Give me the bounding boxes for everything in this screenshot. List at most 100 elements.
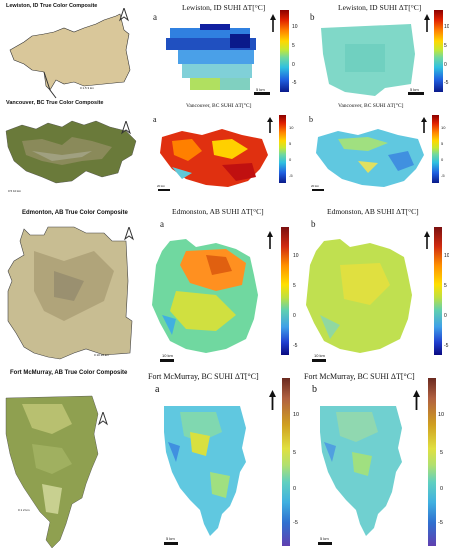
panel-b-scalebar bbox=[408, 92, 424, 95]
panel-b-letter: b bbox=[310, 12, 315, 22]
panel-b-heatmap bbox=[306, 239, 412, 353]
north-arrow-icon bbox=[424, 14, 430, 32]
colorbar-tick: 10 bbox=[438, 412, 445, 418]
colorbar-tick: -5 bbox=[293, 343, 298, 349]
colorbar-tick: 0 bbox=[440, 486, 444, 492]
colorbar-tick: 0 bbox=[292, 62, 295, 68]
panel-b-scale-label: 5 km bbox=[410, 87, 419, 92]
true-color-map bbox=[9, 13, 131, 99]
colorbar-tick: 10 bbox=[441, 125, 446, 130]
row-edmonton: Edmonton, AB True Color Composite 0 10 2… bbox=[0, 205, 449, 365]
panel-a-scale-label: 10 km bbox=[162, 353, 173, 358]
colorbar-tick: -5 bbox=[444, 80, 449, 86]
colorbar bbox=[280, 10, 289, 92]
north-arrow-icon bbox=[270, 14, 276, 32]
true-color-map bbox=[5, 395, 99, 549]
colorbar-tick: 5 bbox=[444, 283, 447, 289]
colorbar-tick: 10 bbox=[293, 253, 299, 259]
true-color-scale-label: 0 1.5 3 km bbox=[80, 86, 95, 90]
true-color-scale-label: 0 1 2 km bbox=[18, 508, 30, 512]
colorbar-tick: 10 bbox=[289, 125, 294, 130]
panel-a-title: Edmonston, AB SUHI ΔT[°C] bbox=[172, 207, 264, 216]
panel-a-title: Vancouver, BC SUHI ΔT[°C] bbox=[186, 103, 252, 109]
panel-b-scalebar bbox=[312, 189, 324, 191]
panel-a-title: Lewiston, ID SUHI ΔT[°C] bbox=[182, 3, 266, 12]
panel-b-letter: b bbox=[309, 115, 313, 124]
colorbar-tick: 10 bbox=[444, 253, 449, 259]
panel-b-title: Fort McMurray, BC SUHI ΔT[°C] bbox=[304, 372, 415, 381]
colorbar-tick: 5 bbox=[292, 43, 295, 49]
colorbar-tick: -5 bbox=[438, 520, 443, 526]
north-arrow-icon bbox=[269, 390, 276, 410]
row-vancouver: Vancouver, BC True Color Composite 0 5 1… bbox=[0, 97, 449, 197]
colorbar-tick: 5 bbox=[440, 450, 444, 456]
north-arrow-icon bbox=[424, 231, 430, 249]
colorbar bbox=[279, 115, 286, 183]
colorbar-tick: 0 bbox=[444, 313, 447, 319]
panel-b-scale-label: 10 km bbox=[314, 353, 325, 358]
panel-a-scale-label: 5 km bbox=[166, 536, 175, 541]
panel-b-heatmap bbox=[316, 129, 424, 187]
panel-b-heatmap bbox=[321, 24, 415, 96]
colorbar-tick: 0 bbox=[293, 486, 297, 492]
panel-a-letter: a bbox=[153, 115, 157, 124]
colorbar-tick: 0 bbox=[293, 313, 296, 319]
colorbar-tick: 5 bbox=[441, 141, 444, 146]
panel-a-heatmap bbox=[166, 24, 256, 90]
panel-b-scale-label: 20 km bbox=[311, 184, 320, 188]
panel-a-heatmap bbox=[160, 129, 268, 187]
north-arrow-icon bbox=[421, 117, 427, 133]
north-arrow-icon bbox=[413, 390, 420, 410]
north-arrow-icon bbox=[124, 227, 134, 241]
colorbar-tick: 0 bbox=[289, 157, 292, 162]
panel-b-letter: b bbox=[311, 219, 316, 229]
colorbar-tick: 5 bbox=[444, 43, 447, 49]
colorbar bbox=[434, 227, 442, 355]
panel-a-heatmap bbox=[152, 239, 258, 353]
panel-a-scalebar bbox=[164, 542, 178, 545]
true-color-map bbox=[5, 120, 137, 184]
colorbar-tick: -5 bbox=[444, 343, 449, 349]
true-color-scale-label: 0 10 20 km bbox=[94, 353, 109, 357]
panel-b-heatmap bbox=[320, 406, 402, 536]
colorbar-tick: 5 bbox=[293, 283, 296, 289]
colorbar bbox=[428, 378, 436, 546]
true-color-title: Edmonton, AB True Color Composite bbox=[22, 210, 128, 216]
panel-b-title: Vancouver, BC SUHI ΔT[°C] bbox=[338, 103, 404, 109]
colorbar bbox=[434, 10, 443, 92]
true-color-scale-label: 0 5 10 km bbox=[8, 189, 22, 193]
panel-b-scale-label: 5 km bbox=[320, 536, 329, 541]
panel-b-scalebar bbox=[312, 359, 326, 362]
colorbar bbox=[432, 115, 439, 183]
true-color-title: Vancouver, BC True Color Composite bbox=[6, 100, 104, 106]
row-fort-mcmurray: Fort McMurray, AB True Color Composite 0… bbox=[0, 370, 449, 550]
panel-b-scalebar bbox=[318, 542, 332, 545]
colorbar-tick: -5 bbox=[292, 80, 297, 86]
colorbar-tick: -5 bbox=[289, 173, 293, 178]
north-arrow-icon bbox=[121, 121, 131, 135]
panel-b-title: Lewiston, ID SUHI ΔT[°C] bbox=[338, 3, 422, 12]
panel-b-title: Edmonston, AB SUHI ΔT[°C] bbox=[327, 207, 419, 216]
north-arrow-icon bbox=[267, 231, 273, 249]
colorbar-tick: 10 bbox=[292, 24, 298, 30]
true-color-title: Lewiston, ID True Color Composite bbox=[6, 3, 98, 9]
north-arrow-icon bbox=[119, 8, 129, 22]
panel-a-scalebar bbox=[254, 92, 270, 95]
panel-a-letter: a bbox=[160, 219, 164, 229]
colorbar-tick: 5 bbox=[289, 141, 292, 146]
panel-a-scale-label: 5 km bbox=[256, 87, 265, 92]
colorbar-tick: -5 bbox=[293, 520, 298, 526]
true-color-map bbox=[7, 226, 133, 360]
panel-b-letter: b bbox=[312, 384, 317, 395]
colorbar bbox=[282, 378, 290, 546]
panel-a-scalebar bbox=[158, 189, 170, 191]
true-color-title: Fort McMurray, AB True Color Composite bbox=[10, 370, 128, 376]
colorbar-tick: -5 bbox=[441, 173, 445, 178]
panel-a-letter: a bbox=[153, 12, 157, 22]
panel-a-scalebar bbox=[160, 359, 174, 362]
colorbar-tick: 0 bbox=[441, 157, 444, 162]
row-lewiston: Lewiston, ID True Color Composite 0 1.5 … bbox=[0, 0, 449, 105]
colorbar-tick: 0 bbox=[444, 62, 447, 68]
north-arrow-icon bbox=[267, 117, 273, 133]
north-arrow-icon bbox=[98, 412, 108, 426]
